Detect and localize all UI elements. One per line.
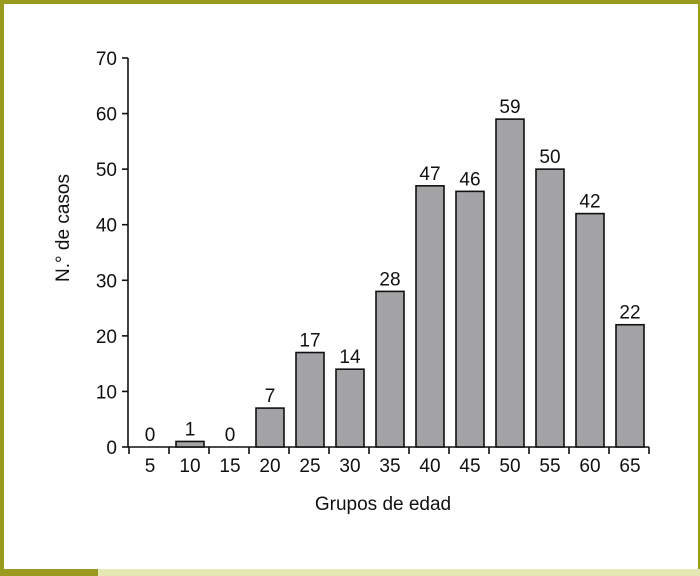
x-axis-title: Grupos de edad <box>315 494 451 515</box>
bar-value-label: 22 <box>619 303 640 324</box>
y-tick-label: 50 <box>96 160 117 181</box>
y-tick-label: 40 <box>96 216 117 237</box>
y-axis-title: N.° de casos <box>53 174 74 282</box>
x-tick-label: 35 <box>379 456 400 477</box>
x-tick-label: 45 <box>459 456 480 477</box>
bar <box>535 168 565 448</box>
bar <box>615 323 645 448</box>
x-tick-label: 10 <box>179 456 200 477</box>
bar-value-label: 14 <box>339 347 361 368</box>
bar <box>255 407 285 448</box>
bar-value-label: 50 <box>539 147 560 168</box>
x-tick-label: 25 <box>299 456 320 477</box>
bar-value-label: 0 <box>225 425 236 446</box>
bar-value-label: 0 <box>145 425 156 446</box>
x-tick-label: 30 <box>339 456 360 477</box>
bar-value-label: 42 <box>579 192 600 213</box>
bottom-strip-light <box>98 569 700 576</box>
x-tick-label: 50 <box>499 456 520 477</box>
bar <box>335 368 365 448</box>
bar-value-label: 46 <box>459 169 480 190</box>
y-tick-label: 60 <box>96 105 117 126</box>
bar-value-label: 59 <box>499 97 520 118</box>
bars <box>175 118 645 448</box>
bottom-strip-dark <box>0 569 98 576</box>
bar <box>495 118 525 448</box>
bar-value-label: 28 <box>379 269 400 290</box>
x-tick-label: 20 <box>259 456 280 477</box>
x-tick-label: 55 <box>539 456 560 477</box>
bar <box>455 190 485 448</box>
bar <box>295 351 325 448</box>
bar <box>575 212 605 448</box>
data-labels: 0 1 0 7 17 14 28 47 46 59 50 42 22 <box>145 97 641 446</box>
x-tick-label: 65 <box>619 456 640 477</box>
y-tick-label: 10 <box>96 382 117 403</box>
x-axis: 5 10 15 20 25 30 35 40 45 50 55 60 65 <box>128 446 650 477</box>
y-tick-label: 30 <box>96 271 117 292</box>
y-tick-label: 70 <box>96 49 117 70</box>
bar-value-label: 1 <box>185 419 196 440</box>
bar <box>415 185 445 448</box>
y-tick-label: 20 <box>96 327 117 348</box>
bar-value-label: 47 <box>419 164 440 185</box>
x-tick-label: 40 <box>419 456 440 477</box>
x-tick-label: 60 <box>579 456 600 477</box>
x-tick-label: 5 <box>145 456 156 477</box>
bar <box>175 440 205 448</box>
bar-value-label: 17 <box>299 331 320 352</box>
y-axis: 0 10 20 30 40 50 60 70 <box>96 49 129 459</box>
x-tick-label: 15 <box>219 456 240 477</box>
bar-value-label: 7 <box>265 386 276 407</box>
y-tick-label: 0 <box>106 438 117 459</box>
bar <box>375 290 405 448</box>
